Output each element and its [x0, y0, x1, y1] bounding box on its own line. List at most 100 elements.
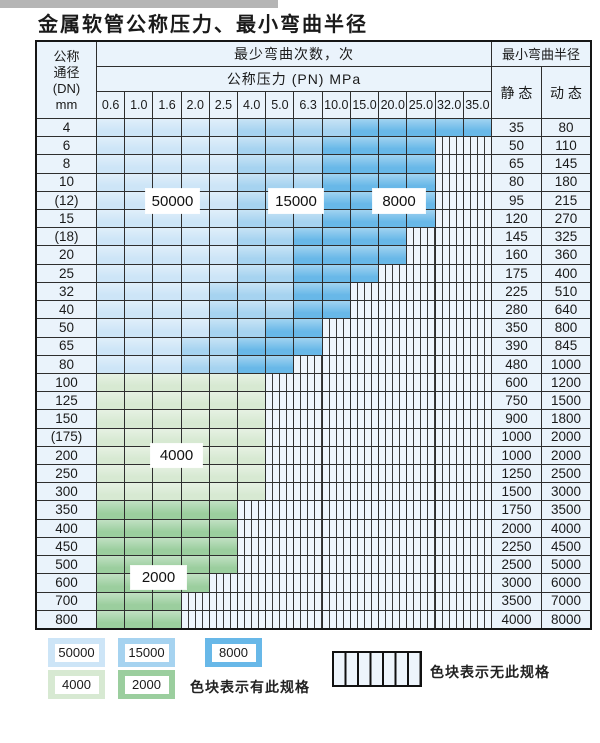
dynamic-radius-value: 400: [541, 264, 590, 282]
dn-value: 8: [37, 155, 96, 173]
spec-cell: [209, 373, 238, 392]
spec-cell: [407, 173, 435, 191]
legend-swatch-15000: 15000: [118, 638, 175, 667]
spec-cell: [238, 119, 266, 137]
static-radius-value: 350: [491, 319, 541, 337]
spec-cell: [266, 319, 294, 337]
static-radius-value: 2000: [491, 519, 541, 537]
spec-cell: [209, 119, 238, 137]
spec-cell: [181, 119, 209, 137]
spec-cell: [322, 191, 350, 210]
dn-value: 500: [37, 556, 96, 574]
spec-cell: [181, 373, 209, 392]
static-radius-value: 120: [491, 210, 541, 228]
spec-cell: [322, 228, 350, 246]
no-spec-cell: [435, 392, 463, 410]
spec-cell: [209, 246, 238, 264]
spec-cell: [125, 410, 153, 428]
static-radius-value: 1750: [491, 501, 541, 519]
no-spec-cell: [435, 592, 463, 610]
no-spec-cell: [435, 137, 463, 155]
no-spec-cell: [238, 501, 266, 519]
spec-cell: [153, 210, 181, 228]
dn-value: 50: [37, 319, 96, 337]
no-spec-cell: [435, 519, 463, 537]
nominal-pressure-header: 公称压力 (PN) MPa: [97, 67, 491, 91]
pressure-tick: 5.0: [266, 92, 294, 118]
dn-value: 300: [37, 483, 96, 501]
no-spec-cell: [463, 210, 491, 228]
spec-cell: [350, 228, 379, 246]
dn-value: 80: [37, 355, 96, 373]
spec-cell: [125, 301, 153, 319]
no-spec-cell: [379, 592, 407, 610]
spec-cell: [125, 592, 153, 610]
no-spec-cell: [435, 264, 463, 282]
no-spec-cell: [407, 446, 435, 465]
static-radius-value: 35: [491, 119, 541, 137]
spec-cell: [125, 264, 153, 282]
spec-cell: [294, 337, 322, 355]
no-spec-cell: [435, 337, 463, 355]
no-spec-cell: [435, 537, 463, 556]
cycle-count-label: 2000: [131, 566, 186, 589]
legend-no-spec-swatch: [332, 651, 422, 687]
spec-cell: [266, 282, 294, 301]
no-spec-cell: [294, 355, 322, 373]
spec-cell: [294, 210, 322, 228]
no-spec-cell: [407, 246, 435, 264]
spec-cell: [322, 173, 350, 191]
no-spec-cell: [435, 319, 463, 337]
spec-cell: [209, 483, 238, 501]
dynamic-radius-value: 215: [541, 191, 590, 210]
pressure-tick: 25.0: [407, 92, 435, 118]
spec-cell: [125, 282, 153, 301]
spec-cell: [97, 301, 125, 319]
dn-value: 600: [37, 574, 96, 592]
legend-has-spec-text: 色块表示有此规格: [190, 679, 310, 695]
spec-cell: [181, 483, 209, 501]
spec-cell: [407, 119, 435, 137]
dynamic-radius-value: 3500: [541, 501, 590, 519]
no-spec-cell: [266, 556, 294, 574]
spec-cell: [209, 337, 238, 355]
pressure-tick: 4.0: [238, 92, 266, 118]
spec-cell: [209, 264, 238, 282]
no-spec-cell: [322, 373, 350, 392]
spec-cell: [97, 373, 125, 392]
no-spec-cell: [266, 592, 294, 610]
no-spec-cell: [463, 537, 491, 556]
no-spec-cell: [379, 446, 407, 465]
no-spec-cell: [379, 556, 407, 574]
spec-cell: [209, 282, 238, 301]
no-spec-cell: [463, 173, 491, 191]
static-radius-value: 280: [491, 301, 541, 319]
dynamic-radius-value: 180: [541, 173, 590, 191]
static-radius-value: 175: [491, 264, 541, 282]
spec-cell: [407, 155, 435, 173]
no-spec-cell: [209, 574, 238, 592]
no-spec-cell: [350, 519, 379, 537]
no-spec-cell: [435, 428, 463, 446]
spec-cell: [379, 228, 407, 246]
spec-cell: [153, 501, 181, 519]
no-spec-cell: [322, 319, 350, 337]
spec-cell: [294, 137, 322, 155]
pressure-tick: 35.0: [463, 92, 491, 118]
no-spec-cell: [435, 301, 463, 319]
spec-cell: [322, 137, 350, 155]
spec-cell: [350, 137, 379, 155]
dynamic-radius-value: 2000: [541, 446, 590, 465]
no-spec-cell: [294, 519, 322, 537]
no-spec-cell: [266, 610, 294, 628]
cycle-count-label: 4000: [151, 444, 202, 467]
no-spec-cell: [379, 337, 407, 355]
no-spec-cell: [379, 373, 407, 392]
no-spec-cell: [407, 574, 435, 592]
dn-value: 15: [37, 210, 96, 228]
spec-cell: [97, 337, 125, 355]
no-spec-cell: [407, 610, 435, 628]
no-spec-cell: [266, 574, 294, 592]
no-spec-cell: [294, 610, 322, 628]
spec-cell: [181, 519, 209, 537]
